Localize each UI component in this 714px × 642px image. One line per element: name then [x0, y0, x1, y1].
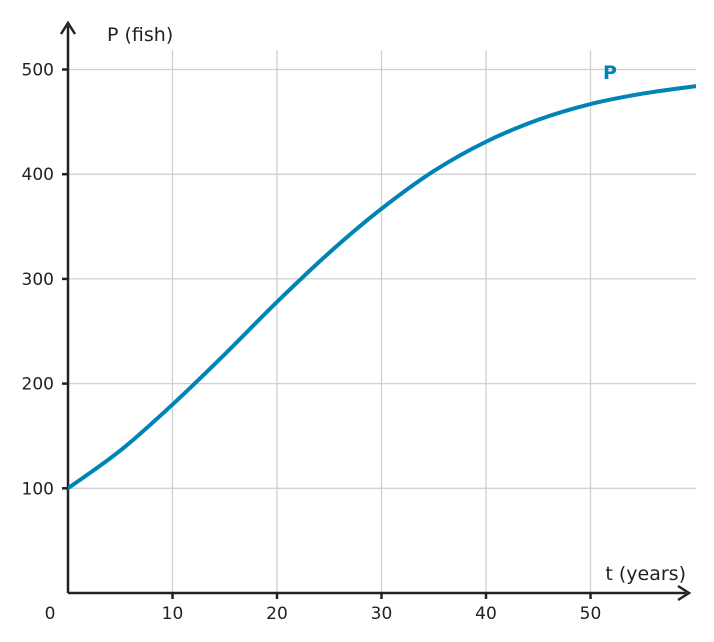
y-tick-label: 500	[22, 61, 54, 81]
grid	[62, 50, 696, 599]
x-tick-label: 30	[371, 604, 393, 624]
series-label: P	[603, 62, 617, 84]
series-line-P	[68, 84, 696, 491]
series-layer: P	[68, 62, 696, 491]
x-tick-label: 40	[475, 604, 497, 624]
y-tick-label: 100	[22, 479, 54, 499]
x-tick-label: 10	[162, 604, 184, 624]
x-axis-label: t (years)	[605, 563, 686, 585]
x-tick-label: 50	[580, 604, 602, 624]
x-axis-arrow-icon	[677, 584, 692, 602]
origin-label: 0	[45, 604, 56, 624]
x-tick-label: 20	[266, 604, 288, 624]
y-axis-label: P (fish)	[107, 24, 173, 46]
axes	[59, 20, 692, 602]
y-tick-label: 300	[22, 270, 54, 290]
y-tick-label: 400	[22, 165, 54, 185]
y-axis-arrow-icon	[59, 20, 77, 35]
y-tick-label: 200	[22, 375, 54, 395]
tick-labels: 10 20 30 40 50 100 200 300 400 500	[22, 61, 602, 625]
